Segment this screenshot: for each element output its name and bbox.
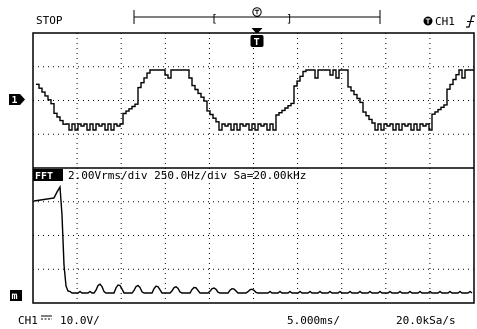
trigger-source-indicator[interactable]: CH1: [423, 15, 476, 28]
trigger-position-marker-icon: [252, 7, 262, 17]
trigger-source-label: CH1: [435, 15, 455, 28]
dc-coupling-icon: [41, 315, 52, 320]
channel1-marker-label: 1: [12, 95, 18, 106]
run-state-label: STOP: [36, 14, 63, 27]
fft-settings-readout: 2.00Vrms/div 250.0Hz/div Sa=20.00kHz: [68, 169, 306, 182]
window-bracket-right-icon: ]: [286, 12, 293, 25]
rising-edge-icon: [466, 15, 475, 28]
memory-position-bar[interactable]: [ ]: [133, 7, 381, 25]
channel1-level-marker[interactable]: 1: [9, 94, 25, 106]
fft-level-marker[interactable]: m: [10, 290, 22, 302]
channel-label: CH1: [18, 314, 38, 327]
fft-marker-label: m: [12, 291, 18, 302]
trigger-point-marker: T: [250, 28, 264, 48]
volts-per-div-readout: 10.0V/: [60, 314, 100, 327]
lower-graticule: [33, 168, 474, 303]
time-per-div-readout: 5.000ms/: [287, 314, 340, 327]
fft-spectrum-trace: [33, 184, 473, 294]
time-domain-waveform: [36, 69, 474, 131]
window-bracket-left-icon: [: [211, 12, 218, 25]
upper-graticule: [33, 33, 474, 168]
fft-badge: FFT: [33, 169, 63, 182]
trigger-point-label: T: [254, 37, 260, 48]
fft-badge-label: FFT: [35, 171, 53, 182]
sample-rate-readout: 20.0kSa/s: [396, 314, 456, 327]
